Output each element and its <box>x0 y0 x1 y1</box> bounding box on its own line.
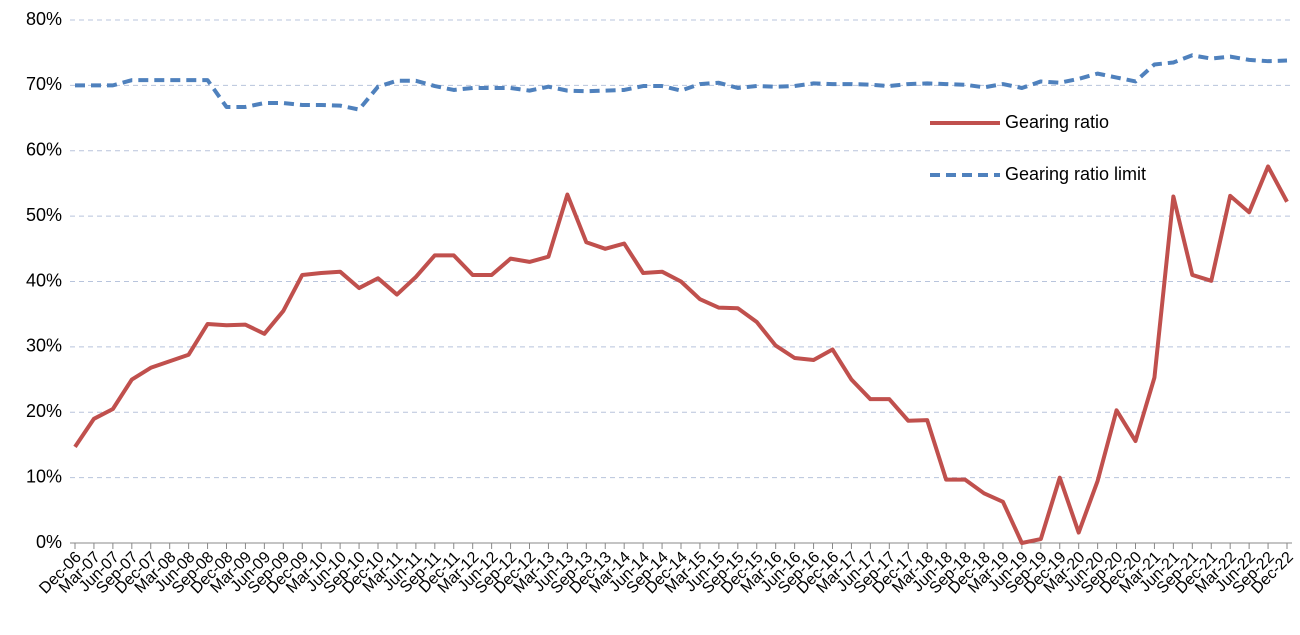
y-tick-label: 60% <box>26 140 62 160</box>
y-tick-label: 20% <box>26 401 62 421</box>
y-tick-label: 50% <box>26 205 62 225</box>
y-tick-label: 10% <box>26 466 62 486</box>
legend-label: Gearing ratio <box>1005 112 1109 132</box>
y-tick-label: 30% <box>26 336 62 356</box>
series-line <box>73 164 1289 545</box>
y-tick-label: 0% <box>36 532 62 552</box>
series-line <box>75 53 1288 112</box>
y-tick-label: 80% <box>26 9 62 29</box>
legend-label: Gearing ratio limit <box>1005 164 1146 184</box>
y-tick-label: 70% <box>26 74 62 94</box>
y-tick-label: 40% <box>26 270 62 290</box>
